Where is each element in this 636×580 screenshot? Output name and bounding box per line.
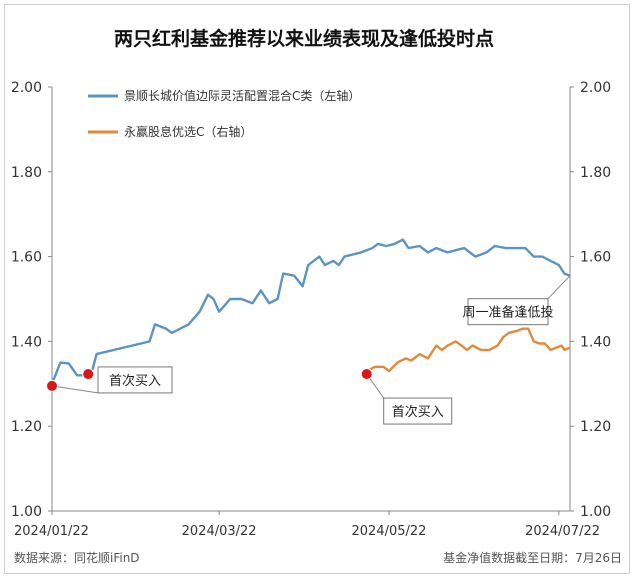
callout-text-1: 首次买入: [109, 373, 161, 389]
right-tick-label: 1.20: [580, 419, 611, 435]
buy-marker: [82, 368, 95, 381]
buy-markers: [46, 368, 373, 392]
right-tick-label: 1.60: [580, 250, 611, 266]
left-tick-label: 2.00: [11, 80, 42, 96]
callout-text-2: 首次买入: [392, 404, 444, 420]
buy-marker: [46, 379, 58, 392]
buy-marker: [360, 368, 373, 381]
callout-box-3: [467, 298, 549, 326]
right-axis-ticks: 1.00 1.20 1.40 1.60 1.80 2.00: [570, 80, 611, 520]
right-tick-label: 1.40: [580, 334, 611, 350]
series-line-yongying: [366, 327, 571, 373]
x-tick-label: 2024/05/22: [352, 524, 427, 539]
callout-box-2: [383, 397, 453, 425]
legend-label-series-2: 永赢股息优选C（右轴）: [124, 124, 252, 139]
left-axis-ticks: 1.00 1.20 1.40 1.60 1.80 2.00: [11, 80, 52, 520]
left-tick-label: 1.60: [11, 250, 42, 266]
callouts: 首次买入 首次买入 周一准备逢低投: [51, 275, 571, 425]
callout-leader-3: [547, 275, 571, 300]
left-tick-label: 1.80: [11, 165, 42, 181]
chart-frame: [4, 4, 630, 574]
callout-leader-1: [51, 385, 99, 394]
right-tick-label: 1.00: [580, 504, 611, 520]
x-tick-label: 2024/07/22: [525, 524, 600, 539]
x-tick-label: 2024/03/22: [182, 524, 257, 539]
date-note: 基金净值数据截至日期：7月26日: [443, 550, 622, 565]
left-tick-label: 1.40: [11, 334, 42, 350]
source-note: 数据来源：同花顺iFinD: [14, 550, 140, 565]
callout-box-1: [97, 366, 173, 394]
right-tick-label: 1.80: [580, 165, 611, 181]
callout-text-3: 周一准备逢低投: [462, 305, 553, 321]
legend-label-series-1: 景顺长城价值边际灵活配置混合C类（左轴）: [124, 88, 360, 103]
left-tick-label: 1.20: [11, 419, 42, 435]
right-tick-label: 2.00: [580, 80, 611, 96]
legend: 景顺长城价值边际灵活配置混合C类（左轴） 永赢股息优选C（右轴）: [88, 88, 360, 139]
left-tick-label: 1.00: [11, 504, 42, 520]
x-tick-label: 2024/01/22: [14, 524, 89, 539]
chart-title: 两只红利基金推荐以来业绩表现及逢低投时点: [114, 27, 494, 50]
x-axis-ticks: 2024/01/22 2024/03/22 2024/05/22 2024/07/22: [14, 511, 600, 539]
series-line-jingshun: [50, 238, 571, 385]
